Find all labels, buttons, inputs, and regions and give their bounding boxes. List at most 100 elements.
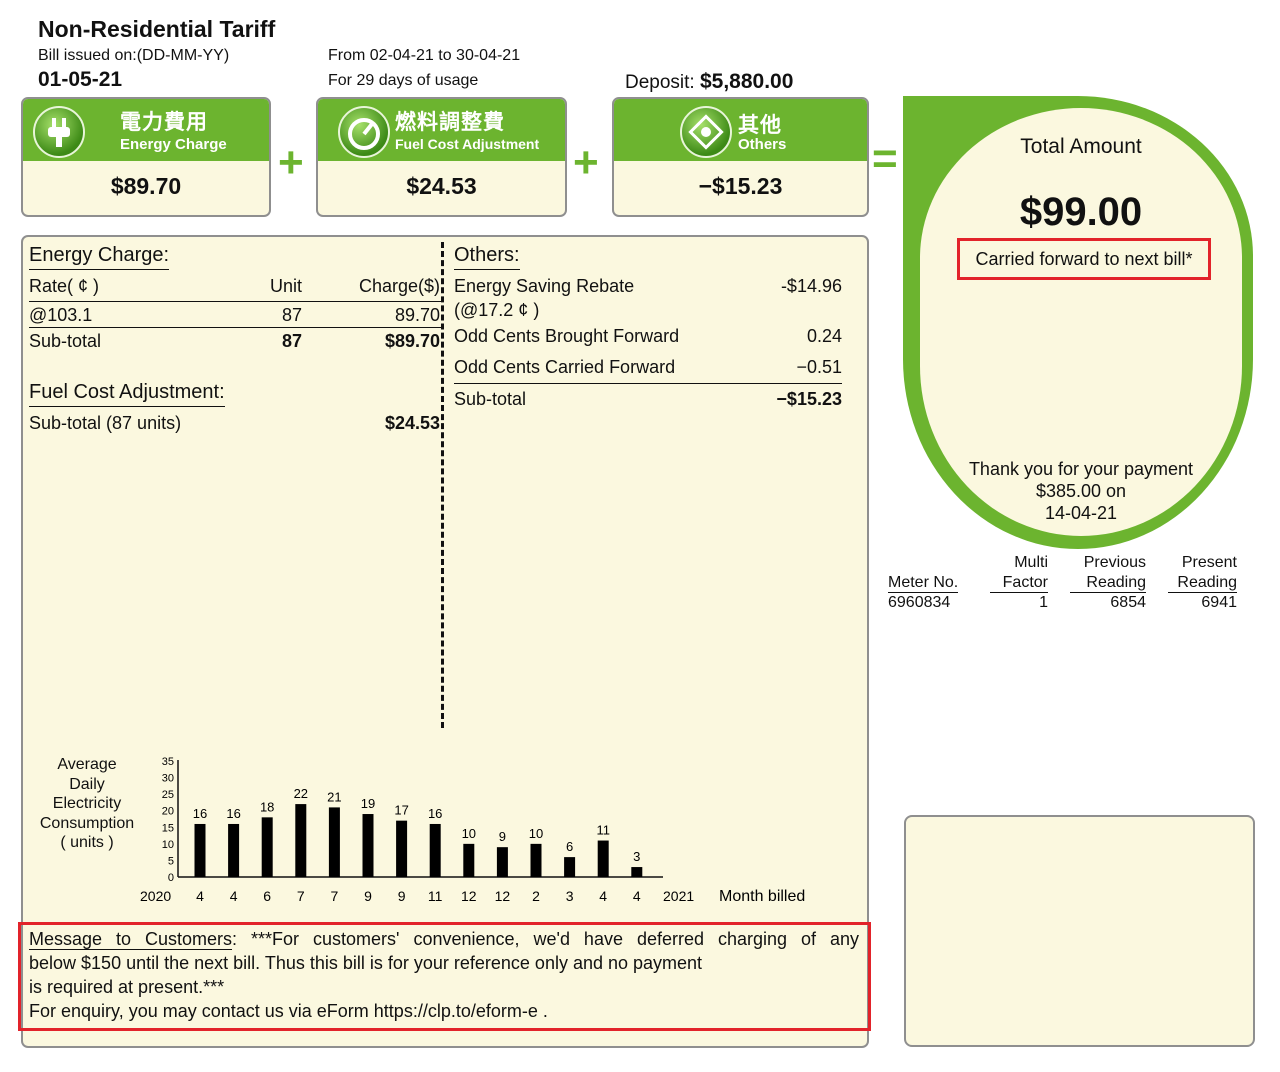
thanks-line: Thank you for your payment (968, 459, 1194, 479)
y-tick-label: 30 (162, 773, 174, 785)
others-subtotal-value: −$15.23 (776, 389, 842, 409)
enquiry-line: For enquiry, you may contact us via eFor… (29, 1001, 548, 1021)
card-en-label: Others (738, 136, 787, 153)
y-tick-label: 25 (162, 789, 174, 801)
column-divider (441, 242, 444, 728)
charge-header: Charge($) (358, 276, 440, 296)
x-tick-label: 4 (196, 888, 204, 904)
year-start-label: 2020 (140, 888, 171, 904)
x-tick-label: 7 (297, 888, 305, 904)
present-header-1: Present (1181, 554, 1237, 571)
multi-factor-header-2: Factor (990, 574, 1048, 593)
rebate-value: -$14.96 (780, 276, 842, 296)
fuel-subtotal-value: $24.53 (384, 413, 440, 433)
meter-no-value: 6960834 (888, 594, 951, 611)
payment-thanks: Thank you for your payment $385.00 on 14… (920, 458, 1242, 524)
previous-header-1: Previous (1083, 554, 1146, 571)
chart-y-label-line: Average (57, 756, 117, 773)
rebate-label: Energy Saving Rebate (454, 276, 635, 296)
bar-value-label: 11 (596, 823, 610, 838)
message-box (18, 922, 871, 1031)
bar-value-label: 9 (499, 829, 506, 844)
issued-label: Bill issued on:(DD-MM-YY) (38, 47, 230, 64)
fuel-subtotal-label: Sub-total (87 units) (29, 413, 182, 433)
y-tick-label: 10 (162, 839, 174, 851)
bar-value-label: 10 (462, 826, 476, 841)
plus-sign: + (573, 138, 599, 187)
card-en-label: Energy Charge (120, 136, 227, 153)
deposit-label: Deposit: (625, 72, 695, 93)
rule (29, 301, 441, 302)
gauge-icon (338, 106, 390, 158)
total-label: Total Amount (1020, 135, 1142, 158)
fuel-cost-card: 燃料調整費 Fuel Cost Adjustment $24.53 (316, 97, 567, 217)
side-panel (904, 815, 1255, 1047)
multi-factor-value: 1 (1039, 594, 1048, 611)
total-bubble-inner (920, 108, 1242, 536)
thanks-amount: $385.00 on (1035, 481, 1127, 501)
energy-charge-amount: $89.70 (110, 173, 182, 199)
card-en-label: Fuel Cost Adjustment (395, 136, 540, 152)
y-tick-label: 5 (168, 855, 174, 867)
deposit: Deposit: $5,880.00 (625, 70, 793, 94)
x-tick-label: 6 (263, 888, 271, 904)
y-tick-label: 0 (168, 872, 174, 884)
y-tick-label: 15 (162, 822, 174, 834)
details-panel (21, 235, 869, 1048)
equals-sign: = (872, 134, 898, 183)
energy-charge-title: Energy Charge: (29, 244, 170, 270)
bar-value-label: 22 (294, 786, 308, 801)
card-header: 其他 Others (614, 99, 867, 161)
x-tick-label: 7 (331, 888, 339, 904)
x-tick-label: 9 (398, 888, 406, 904)
bar-value-label: 3 (633, 849, 640, 864)
multi-factor-header-1: Multi (1014, 554, 1048, 571)
chart-y-label-line: Electricity (52, 795, 122, 812)
message-title: Message to Customers (29, 929, 233, 950)
others-section: Others: (454, 244, 520, 270)
billing-period: From 02-04-21 to 30-04-21 (328, 47, 521, 64)
chart-bar (631, 867, 643, 877)
chart-y-label-line: ( units ) (60, 834, 114, 851)
bar-value-label: 16 (226, 806, 240, 821)
chart-y-label-line: Consumption (39, 814, 135, 832)
rule (29, 327, 441, 328)
x-tick-label: 4 (633, 888, 641, 904)
rate-value: @103.1 (29, 305, 93, 325)
y-tick-label: 20 (162, 806, 174, 818)
energy-subtotal-charge: $89.70 (384, 331, 440, 351)
brought-forward-value: 0.24 (806, 326, 842, 346)
plug-icon (33, 106, 85, 158)
x-tick-label: 12 (461, 888, 477, 904)
chart-bar (429, 823, 441, 877)
chart-bar (463, 843, 475, 877)
chart-bar (396, 820, 408, 877)
charge-value: 89.70 (394, 305, 440, 325)
bar-value-label: 17 (394, 803, 408, 818)
x-tick-label: 11 (428, 888, 443, 904)
thanks-date: 14-04-21 (1044, 503, 1118, 523)
bar-value-label: 19 (361, 796, 375, 811)
unit-value: 87 (281, 305, 302, 325)
previous-value: 6854 (1110, 594, 1146, 611)
fuel-cost-amount: $24.53 (406, 173, 477, 199)
y-tick-label: 35 (162, 756, 174, 768)
chart-bar (496, 847, 508, 877)
issued-date: 01-05-21 (38, 68, 123, 91)
others-title: Others: (454, 244, 520, 270)
others-card: 其他 Others −$15.23 (612, 97, 869, 217)
x-tick-label: 4 (599, 888, 607, 904)
chart-bar (194, 823, 206, 877)
carried-forward-note: Carried forward to next bill* (957, 238, 1211, 280)
chart-bar (530, 843, 542, 877)
unit-header: Unit (269, 276, 302, 296)
message-line: Message to Customers: ***For customers' … (29, 927, 859, 951)
message-line: is required at present.*** (29, 977, 225, 997)
rebate-rate: (@17.2 ¢ ) (454, 300, 540, 320)
bar-value-label: 6 (566, 839, 573, 854)
consumption-chart: 0 5 10 15 20 25 30 35 16 4 16 4 18 6 22 7 21 7 19 9 17 9 16 11 1… (140, 756, 805, 905)
present-header-2: Reading (1168, 574, 1237, 593)
chart-y-label: Average Daily Electricity Consumption ( … (30, 755, 144, 853)
meter-no-header: Meter No. (888, 574, 959, 593)
usage-days: For 29 days of usage (328, 72, 479, 89)
